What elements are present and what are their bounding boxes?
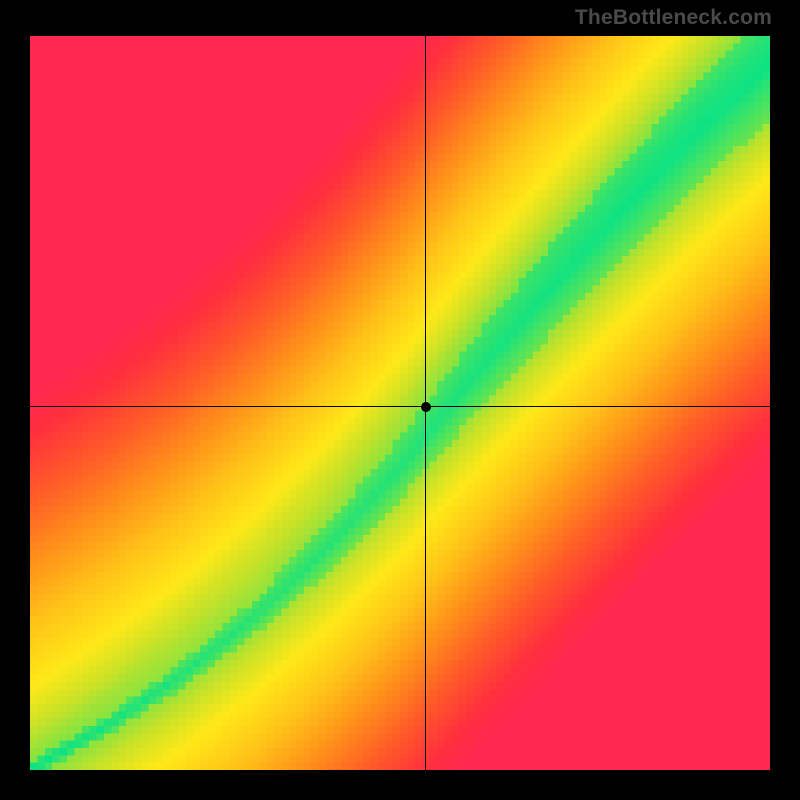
heatmap-canvas: [30, 36, 770, 770]
heatmap-plot: [30, 36, 770, 770]
crosshair-horizontal: [30, 406, 770, 407]
watermark-text: TheBottleneck.com: [575, 6, 772, 30]
crosshair-marker: [421, 402, 431, 412]
